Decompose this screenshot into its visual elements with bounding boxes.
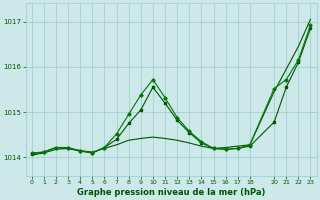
X-axis label: Graphe pression niveau de la mer (hPa): Graphe pression niveau de la mer (hPa) xyxy=(77,188,265,197)
